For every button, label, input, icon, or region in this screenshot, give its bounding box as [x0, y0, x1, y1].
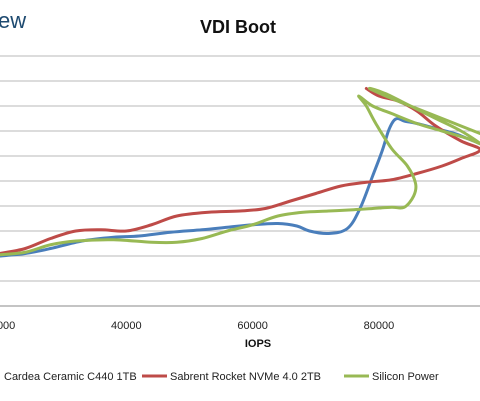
x-axis-title: IOPS	[245, 338, 271, 350]
legend: Cardea Ceramic C440 1TB Sabrent Rocket NV…	[4, 371, 439, 383]
series-line-1	[0, 117, 480, 258]
legend-label: Cardea Ceramic C440 1TB	[4, 371, 137, 383]
brand-logo-fragment: ew	[0, 8, 26, 33]
legend-label: Silicon Power	[372, 371, 439, 383]
series-line-3	[0, 86, 480, 257]
gridlines	[0, 55, 480, 307]
x-tick-labels: 20000 40000 60000 80000	[0, 320, 394, 332]
x-tick-label: 20000	[0, 320, 15, 332]
legend-label: Sabrent Rocket NVMe 4.0 2TB	[170, 371, 321, 383]
x-tick-label: 40000	[111, 320, 142, 332]
chart-title: VDI Boot	[200, 17, 276, 37]
series-lines	[0, 86, 480, 258]
x-tick-label: 80000	[364, 320, 395, 332]
x-tick-label: 60000	[237, 320, 268, 332]
series-line-2	[0, 87, 480, 255]
